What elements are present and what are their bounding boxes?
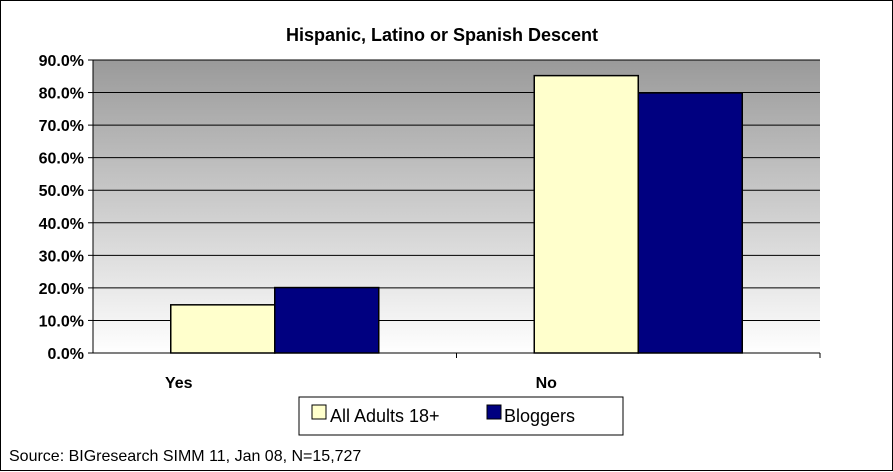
y-tick-label: 50.0% xyxy=(39,183,84,200)
category-label: No xyxy=(536,375,558,392)
chart-title: Hispanic, Latino or Spanish Descent xyxy=(286,25,598,45)
y-tick-label: 60.0% xyxy=(39,151,84,168)
y-tick-label: 30.0% xyxy=(39,248,84,265)
y-tick-label: 80.0% xyxy=(39,86,84,103)
y-tick-label: 0.0% xyxy=(48,346,84,363)
bar-yes-all-adults-18 xyxy=(170,304,276,354)
legend-label-bloggers: Bloggers xyxy=(504,406,575,426)
axes xyxy=(88,59,821,358)
y-tick-label: 10.0% xyxy=(39,313,84,330)
category-labels: Yes No xyxy=(165,375,557,392)
legend-swatch-all-adults xyxy=(311,404,327,420)
source-note: Source: BIGresearch SIMM 11, Jan 08, N=1… xyxy=(9,448,361,465)
y-tick-label: 70.0% xyxy=(39,118,84,135)
legend-swatch-bloggers xyxy=(486,404,502,420)
y-tick-label: 20.0% xyxy=(39,281,84,298)
y-tick-label: 40.0% xyxy=(39,216,84,233)
bar-yes-bloggers xyxy=(274,286,380,354)
y-tick-label: 90.0% xyxy=(39,53,84,70)
category-label: Yes xyxy=(165,375,193,392)
legend xyxy=(298,396,624,436)
bar-no-all-adults-18 xyxy=(533,74,639,354)
legend-label-all-adults: All Adults 18+ xyxy=(330,406,440,426)
bar-no-bloggers xyxy=(637,92,743,354)
bars xyxy=(170,74,743,354)
y-tick-labels: 0.0% 10.0% 20.0% 30.0% 40.0% 50.0% 60.0% 70.0% 8… xyxy=(39,53,84,363)
